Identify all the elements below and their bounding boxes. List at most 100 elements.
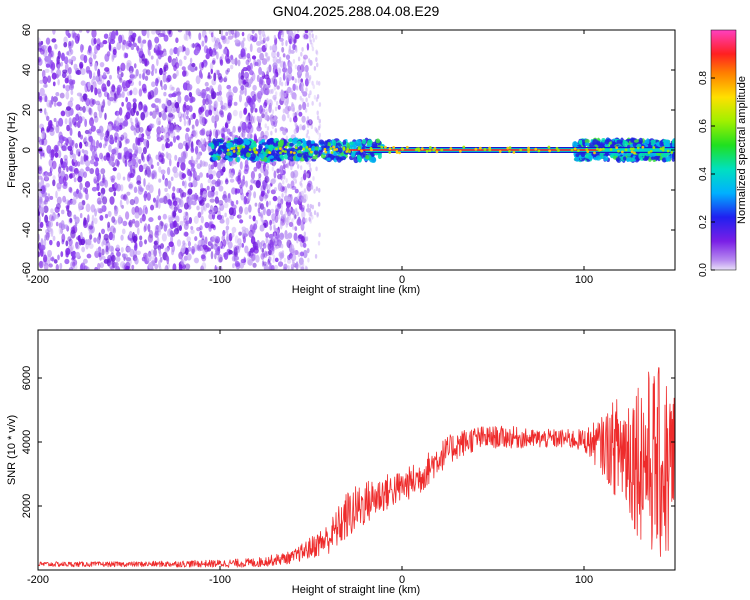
- spectrogram-x-label: Height of straight line (km): [292, 284, 420, 296]
- spectrogram-cell: [420, 147, 424, 151]
- spectrogram-cell: [93, 217, 98, 225]
- spectrogram-cell: [293, 36, 297, 45]
- spectrogram-cell: [185, 30, 191, 36]
- spectrogram-cell: [185, 127, 190, 133]
- spectrogram-cell: [168, 30, 172, 35]
- spectrogram-cell: [294, 33, 300, 39]
- spectrogram-cell: [50, 154, 54, 161]
- spectrogram-cell: [258, 173, 262, 179]
- spectrogram-cell: [76, 188, 80, 195]
- spectrogram-cell: [280, 81, 284, 87]
- spectrogram-cell: [237, 175, 241, 181]
- spectrogram-cell: [120, 134, 125, 141]
- spectrogram-cell: [88, 225, 93, 230]
- spectrogram-cell: [278, 68, 282, 74]
- spectrogram-cell: [68, 58, 72, 63]
- spectrogram-cell: [41, 45, 47, 50]
- spectrogram-cell: [128, 219, 133, 228]
- spectrogram-cell: [116, 159, 120, 168]
- spectrogram-cell: [82, 105, 86, 113]
- spectrogram-cell: [218, 43, 223, 50]
- spectrogram-cell: [129, 199, 135, 206]
- spectrogram-cell: [97, 91, 102, 98]
- spectrogram-cell: [214, 252, 217, 260]
- snr-y-tick-label: 4000: [21, 430, 33, 454]
- spectrogram-cell: [219, 108, 224, 117]
- spectrogram-cell: [107, 157, 111, 164]
- spectrogram-cell: [67, 236, 72, 242]
- spectrogram-cell: [129, 248, 135, 258]
- spectrogram-cell: [249, 156, 256, 161]
- spectrogram-cell: [191, 194, 197, 200]
- spectrogram-cell: [261, 71, 264, 77]
- spectrogram-cell: [89, 233, 93, 240]
- spectrogram-cell: [268, 184, 271, 189]
- spectrogram-cell: [304, 148, 310, 153]
- spectrogram-cell: [250, 255, 256, 262]
- spectrogram-cell: [432, 148, 436, 152]
- spectrogram-cell: [109, 38, 116, 45]
- spectrogram-cell: [86, 238, 92, 246]
- spectrogram-cell: [52, 179, 56, 187]
- spectrogram-cell: [103, 233, 109, 241]
- spectrogram-cell: [70, 167, 74, 173]
- spectrogram-cell: [292, 151, 296, 155]
- spectrogram-cell: [261, 247, 265, 253]
- spectrogram-cell: [204, 221, 210, 229]
- spectrogram-cell: [298, 191, 302, 200]
- spectrogram-cell: [294, 174, 297, 179]
- spectrogram-cell: [306, 140, 312, 146]
- spectrogram-cell: [280, 198, 284, 205]
- spectrogram-cell: [200, 72, 203, 80]
- spectrogram-cell: [276, 85, 280, 90]
- spectrogram-cell: [319, 141, 325, 145]
- spectrogram-heatmap: [38, 30, 675, 270]
- spectrogram-cell: [333, 148, 337, 152]
- spectrogram-cell: [115, 183, 122, 192]
- spectrogram-cell: [318, 132, 322, 138]
- spectrogram-cell: [209, 48, 213, 57]
- spectrogram-cell: [244, 101, 249, 108]
- spectrogram-cell: [185, 30, 189, 36]
- spectrogram-cell: [310, 30, 314, 33]
- spectrogram-cell: [268, 151, 272, 155]
- spectrogram-cell: [173, 220, 177, 228]
- spectrogram-cell: [292, 225, 295, 231]
- spectrogram-cell: [40, 238, 44, 247]
- spectrogram-cell: [58, 226, 62, 235]
- spectrogram-cell: [78, 201, 83, 210]
- spectrogram-cell: [169, 84, 173, 91]
- spectrogram-cell: [38, 214, 41, 223]
- spectrogram-cell: [298, 111, 303, 117]
- spectrogram-cell: [103, 259, 109, 264]
- spectrogram-cell: [179, 116, 182, 123]
- spectrogram-cell: [274, 257, 279, 263]
- spectrogram-cell: [626, 157, 631, 162]
- spectrogram-cell: [164, 133, 169, 139]
- spectrogram-cell: [225, 229, 229, 234]
- spectrogram-cell: [243, 168, 249, 175]
- spectrogram-cell: [201, 61, 204, 69]
- spectrogram-cell: [291, 259, 295, 265]
- spectrogram-cell: [248, 119, 252, 125]
- spectrogram-cell: [185, 115, 189, 120]
- spectrogram-cell: [263, 34, 267, 41]
- spectrogram-cell: [247, 132, 253, 140]
- spectrogram-cell: [190, 155, 194, 163]
- spectrogram-cell: [177, 95, 182, 104]
- spectrogram-cell: [274, 214, 279, 224]
- spectrogram-cell: [198, 107, 203, 115]
- spectrogram-cell: [265, 173, 269, 179]
- spectrogram-cell: [165, 143, 171, 149]
- spectrogram-cell: [156, 58, 159, 67]
- spectrogram-cell: [160, 79, 163, 87]
- spectrogram-cell: [80, 43, 84, 53]
- spectrogram-cell: [85, 166, 90, 172]
- spectrogram-cell: [63, 224, 69, 230]
- spectrogram-cell: [307, 93, 311, 99]
- spectrogram-cell: [188, 136, 192, 143]
- spectrogram-cell: [64, 118, 68, 125]
- spectrogram-cell: [213, 72, 217, 82]
- spectrogram-cell: [537, 149, 541, 153]
